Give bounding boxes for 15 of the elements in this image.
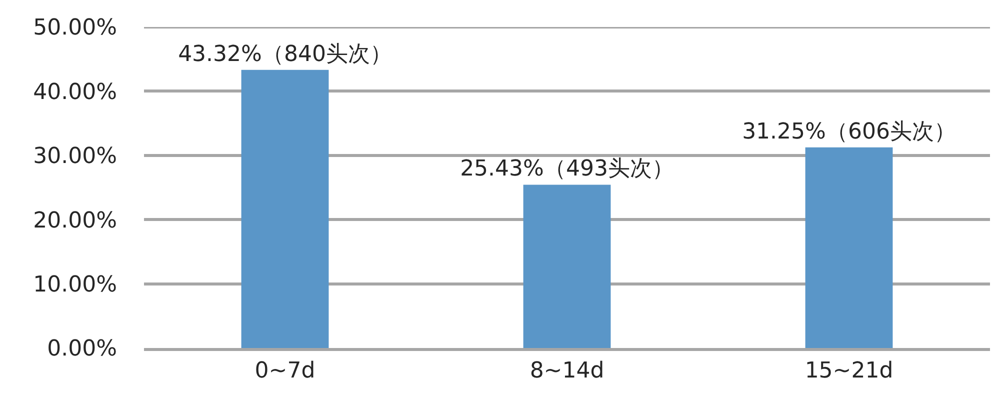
x-tick-label: 0~7d: [254, 358, 316, 384]
y-tick-label: 50.00%: [33, 16, 117, 41]
data-label: 25.43%（493头次）: [460, 156, 674, 182]
bar: [241, 70, 329, 348]
y-tick-label: 30.00%: [33, 144, 117, 170]
data-label: 43.32%（840头次）: [178, 42, 392, 67]
data-label: 31.25%（606头次）: [742, 119, 956, 144]
y-tick-label: 20.00%: [33, 208, 117, 234]
x-tick-label: 8~14d: [530, 358, 604, 384]
bar: [523, 184, 611, 348]
x-tick-label: 15~21d: [804, 358, 894, 384]
y-tick-label: 40.00%: [33, 80, 117, 105]
bar: [805, 147, 893, 348]
y-tick-label: 0.00%: [47, 336, 117, 362]
y-tick-label: 10.00%: [33, 272, 117, 298]
